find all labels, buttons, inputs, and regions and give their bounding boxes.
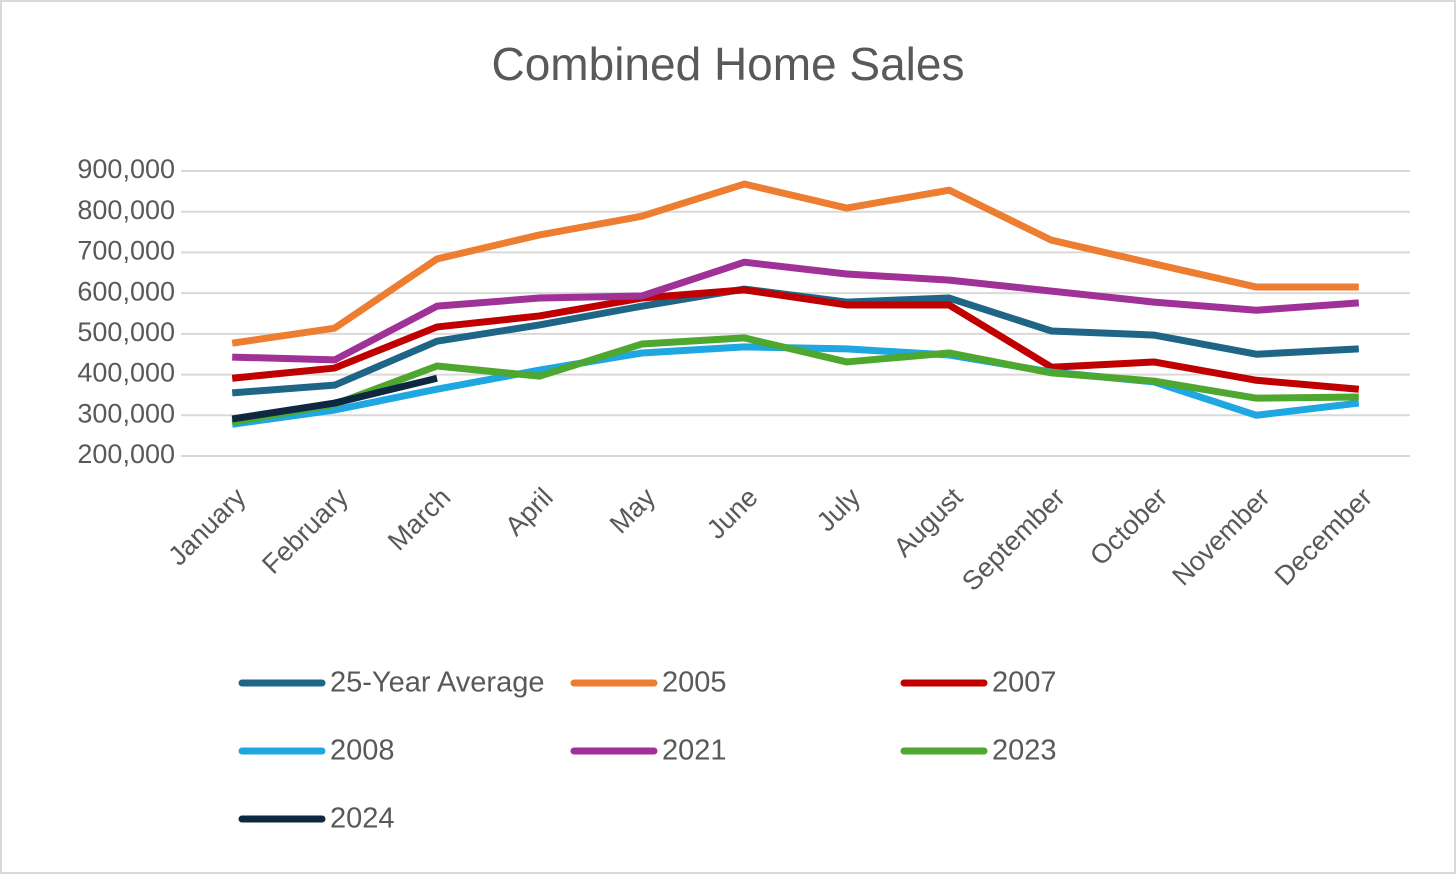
y-tick-label: 500,000 bbox=[77, 317, 175, 347]
legend-label: 2023 bbox=[992, 735, 1057, 767]
y-tick-label: 400,000 bbox=[77, 358, 175, 388]
legend-label: 2005 bbox=[662, 667, 727, 699]
legend-label: 2007 bbox=[992, 667, 1057, 699]
y-tick-label: 200,000 bbox=[77, 439, 175, 469]
y-tick-label: 700,000 bbox=[77, 236, 175, 266]
legend-label: 2024 bbox=[330, 803, 395, 835]
y-tick-label: 900,000 bbox=[77, 154, 175, 184]
legend-label: 2008 bbox=[330, 735, 395, 767]
series-line bbox=[231, 286, 1360, 393]
series-line bbox=[232, 258, 1360, 364]
y-tick-label: 600,000 bbox=[77, 276, 175, 306]
chart-title: Combined Home Sales bbox=[491, 38, 964, 90]
y-tick-label: 300,000 bbox=[77, 398, 175, 428]
series-line bbox=[231, 374, 438, 423]
series-line bbox=[231, 334, 1359, 426]
series-line bbox=[231, 180, 1359, 347]
legend-label: 2021 bbox=[662, 735, 727, 767]
legend-label: 25-Year Average bbox=[330, 667, 544, 699]
y-tick-label: 800,000 bbox=[77, 195, 175, 225]
